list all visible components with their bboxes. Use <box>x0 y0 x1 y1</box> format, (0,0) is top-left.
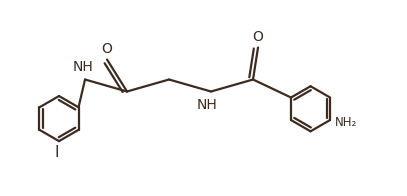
Text: O: O <box>253 30 263 44</box>
Text: I: I <box>55 145 59 160</box>
Text: O: O <box>102 42 112 55</box>
Text: NH: NH <box>197 98 217 112</box>
Text: NH: NH <box>72 60 93 74</box>
Text: NH₂: NH₂ <box>335 116 357 129</box>
